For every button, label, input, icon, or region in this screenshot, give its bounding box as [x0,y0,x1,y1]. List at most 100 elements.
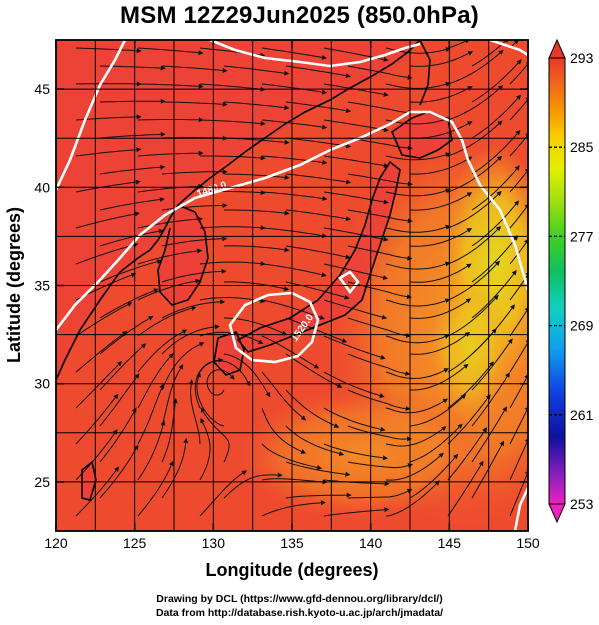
x-axis-ticks: 120 125 130 135 140 145 150 [44,40,540,551]
streamline [99,199,160,211]
streamline-arrowhead [159,197,165,202]
streamline-arrowhead [516,59,522,65]
streamline [137,307,192,337]
y-tick-label: 30 [34,376,50,392]
streamline [137,119,199,121]
streamline [196,376,225,427]
colorbar-label: 253 [570,496,594,512]
streamline [347,281,408,298]
streamline-arrowhead [198,50,204,56]
streamline-arrowhead [316,465,323,470]
streamline-arrowhead [158,228,164,234]
streamline-arrowhead [221,268,227,274]
x-tick-label: 140 [359,535,383,551]
streamline [509,99,528,121]
colorbar-labels: 293 285 277 269 261 253 [570,50,594,512]
streamline-arrowhead [220,299,226,305]
streamline [137,387,163,445]
streamline-arrowhead [113,393,119,400]
streamline [385,263,446,270]
streamline [194,359,219,409]
streamline-arrowhead [383,57,389,62]
contour-1480-northeast [489,40,528,57]
streamline-arrowhead [381,314,388,320]
streamline-arrowhead [534,244,539,249]
streamline-arrowhead [383,199,389,205]
streamline [161,205,223,211]
streamline [385,299,446,307]
streamline [261,335,316,367]
streamline [161,65,223,71]
streamline [385,335,446,344]
streamline [199,360,249,383]
streamline [385,455,441,481]
streamline [161,368,182,427]
streamline-arrowhead [321,55,327,60]
figure-title: MSM 12Z29Jun2025 (850.0hPa) [120,2,479,29]
streamline-arrowhead [126,302,133,307]
streamline [285,389,336,426]
credit-line-dcl: Drawing by DCL (https://www.gfd-dennou.o… [156,593,443,605]
streamline-arrowhead [345,73,351,79]
streamline-arrowhead [121,330,128,336]
yellow-region-east-2 [430,280,510,420]
streamline [323,263,384,278]
streamline-arrowhead [284,247,290,253]
streamline [447,397,489,445]
streamline-arrowhead [534,100,539,105]
streamline-arrowhead [406,294,412,300]
streamline-arrowhead [333,423,340,428]
streamline [409,230,469,247]
streamline-arrowhead [405,371,411,376]
streamline-arrowhead [491,328,497,334]
streamline [471,97,519,139]
streamline-arrowhead [515,129,521,136]
streamline [471,168,517,211]
streamline-arrowhead [494,260,501,266]
streamline-arrowhead [534,136,539,141]
streamline-arrowhead [322,196,328,201]
streamline-arrowhead [460,394,467,400]
streamline [223,474,278,499]
streamline-arrowhead [136,147,142,153]
streamline-arrowhead [534,424,539,429]
streamline-arrowhead [534,64,539,69]
streamline-arrowhead [463,363,469,369]
streamline-arrowhead [379,393,385,398]
streamline [99,100,161,103]
streamline-arrowhead [466,228,473,233]
coast-taiwan [81,460,97,501]
streamline [137,152,199,157]
streamline [199,422,211,481]
streamline [471,133,518,175]
streamline [99,166,161,175]
wind-arrows [112,40,539,513]
streamline [99,261,158,283]
streamline-arrowhead [345,179,352,185]
streamline-arrowhead [524,239,528,245]
streamline-arrowhead [499,440,504,447]
streamline-arrowhead [457,423,463,429]
streamline [385,83,447,89]
streamline-arrowhead [222,68,228,73]
streamline-arrowhead [135,179,141,185]
streamline [409,334,467,355]
streamline [137,280,196,301]
streamline [161,238,223,247]
streamline [285,65,347,77]
streamline [161,270,222,283]
streamline-arrowhead [482,427,488,433]
contour-1480-main [56,110,528,331]
streamline [285,461,346,475]
streamline [409,194,469,211]
streamline-arrowhead [498,49,504,55]
streamline-arrowhead [260,298,266,304]
streamline-arrowhead [380,354,386,360]
streamline-arrowhead [222,169,228,175]
streamline-arrowhead [507,338,513,344]
streamline-arrowhead [222,203,228,208]
streamline-arrowhead [467,51,474,56]
streamline [385,190,447,197]
streamline-arrowhead [534,388,539,393]
